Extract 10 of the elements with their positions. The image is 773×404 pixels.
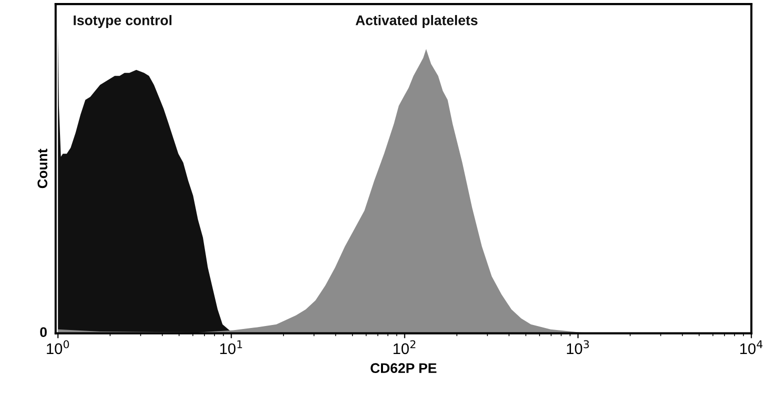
x-tick-label: 10$^{3}$ xyxy=(566,340,589,354)
y-axis-title: Count xyxy=(38,148,48,188)
x-tick-label: 10$^{2}$ xyxy=(394,340,416,354)
x-tick-label: 10$^{1}$ xyxy=(220,340,242,354)
text: 0 xyxy=(40,327,47,338)
x-tick-label: 10$^{0}$ xyxy=(46,340,69,354)
series-label: Isotype control xyxy=(74,15,172,28)
x-axis-title: CD62P PE xyxy=(370,363,436,374)
x-tick-label: 10$^{4}$ xyxy=(740,340,762,354)
text: Activated platelets xyxy=(356,15,478,28)
